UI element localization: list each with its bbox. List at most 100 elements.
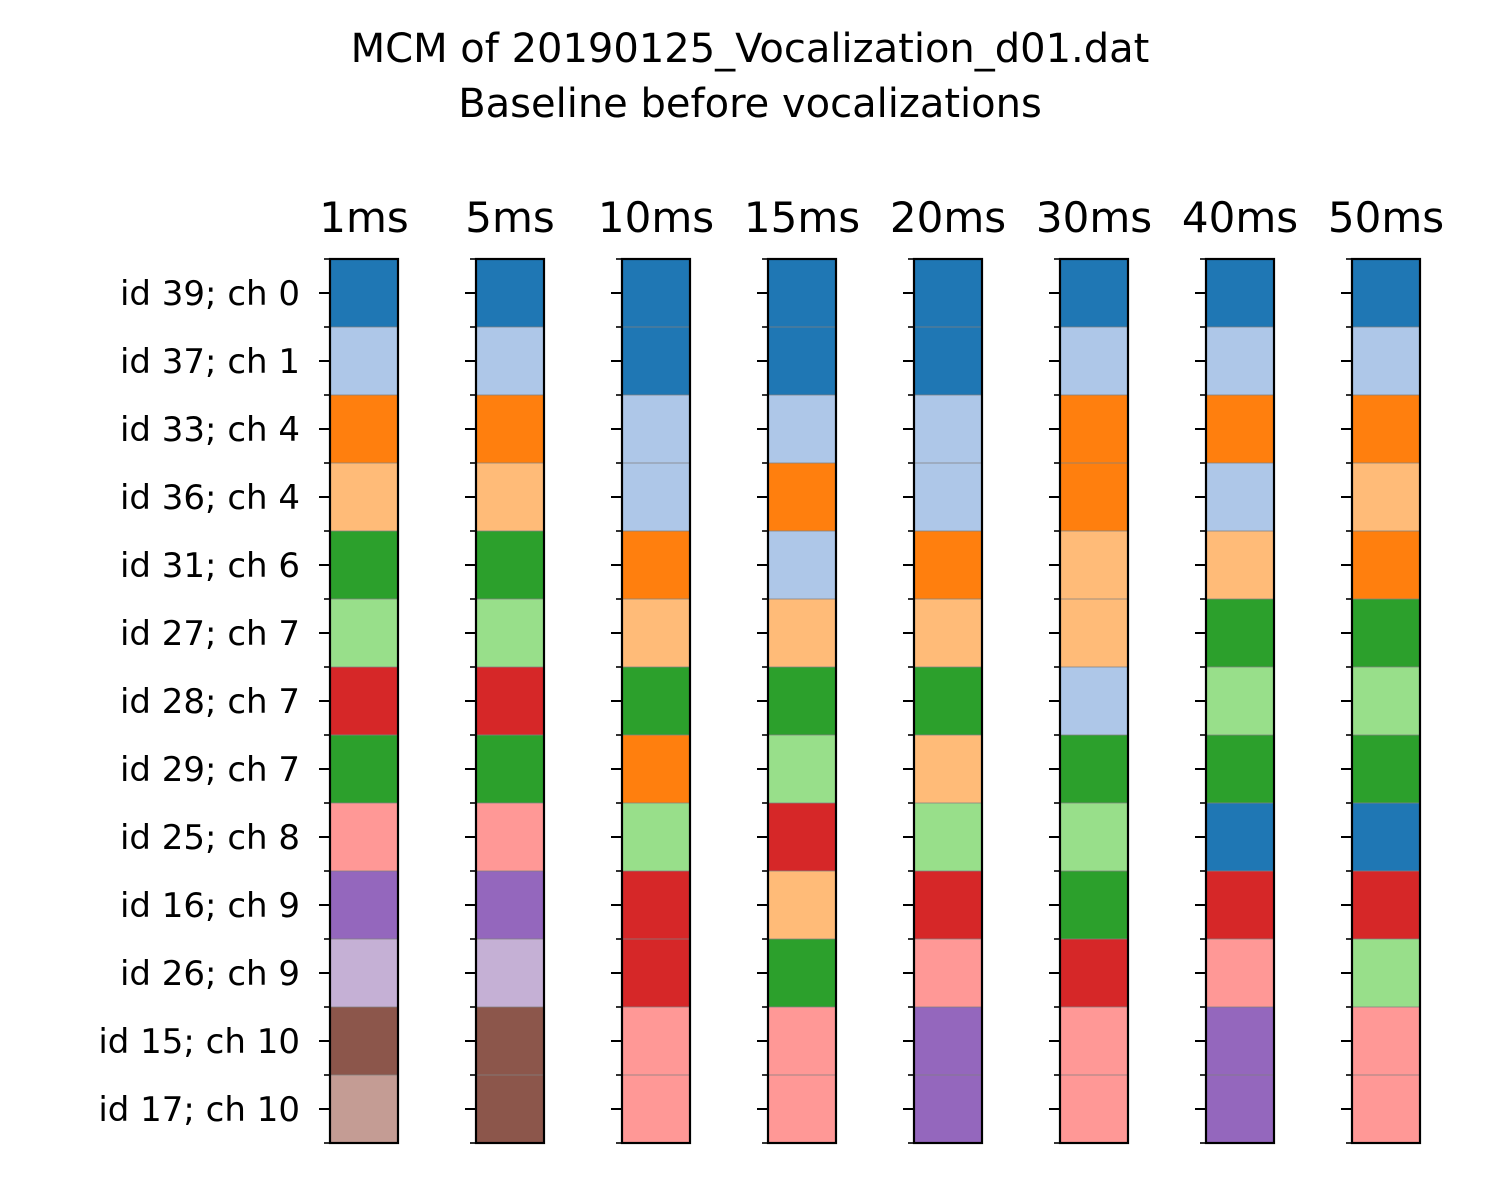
heatmap-cell (1352, 395, 1420, 463)
heatmap-cell (1206, 667, 1274, 735)
heatmap-cell (622, 259, 690, 327)
heatmap-cell (1352, 803, 1420, 871)
heatmap-cell (1352, 531, 1420, 599)
heatmap-cell (1060, 667, 1128, 735)
heatmap-cell (1352, 599, 1420, 667)
heatmap-cell (330, 803, 398, 871)
heatmap-cell (622, 1007, 690, 1075)
heatmap-column: 40ms (1182, 193, 1298, 1145)
heatmap-cell (1352, 1007, 1420, 1075)
heatmap-cell (768, 395, 836, 463)
chart-title-line-2: Baseline before vocalizations (458, 81, 1042, 127)
heatmap-cell (476, 463, 544, 531)
row-label: id 37; ch 1 (120, 342, 300, 382)
heatmap-cell (768, 327, 836, 395)
heatmap-cell (476, 259, 544, 327)
heatmap-cell (1206, 599, 1274, 667)
heatmap-cell (330, 667, 398, 735)
heatmap-cell (1206, 803, 1274, 871)
heatmap-cell (914, 599, 982, 667)
axis-frame (474, 257, 546, 1145)
row-labels: id 39; ch 0 id 37; ch 1 id 33; ch 4 id 36; … (98, 274, 300, 1130)
axis-frame (620, 257, 692, 1145)
chart-title-line-1: MCM of 20190125_Vocalization_d01.dat (351, 26, 1150, 72)
heatmap-cell (914, 667, 982, 735)
heatmap-cell (1060, 259, 1128, 327)
heatmap-cell (476, 939, 544, 1007)
heatmap-cell (914, 327, 982, 395)
heatmap-cell (1060, 599, 1128, 667)
row-label: id 39; ch 0 (120, 274, 300, 314)
heatmap-cell (768, 939, 836, 1007)
heatmap-cell (1206, 939, 1274, 1007)
row-label: id 36; ch 4 (120, 478, 300, 518)
heatmap-cell (1060, 395, 1128, 463)
column-title: 10ms (598, 193, 714, 242)
heatmap-cell (914, 1075, 982, 1143)
heatmap-column: 50ms (1328, 193, 1444, 1145)
column-title: 40ms (1182, 193, 1298, 242)
row-label: id 16; ch 9 (120, 886, 300, 926)
axis-frame (1350, 257, 1422, 1145)
heatmap-cell (1206, 395, 1274, 463)
heatmap-cell (768, 667, 836, 735)
heatmap-cell (330, 395, 398, 463)
heatmap-cell (1060, 1075, 1128, 1143)
heatmap-cell (1352, 939, 1420, 1007)
heatmap-cell (768, 871, 836, 939)
heatmap-cell (1206, 463, 1274, 531)
heatmap-cell (622, 463, 690, 531)
heatmap-column: 1ms (319, 193, 409, 1145)
heatmap-columns: 1ms 5ms 10ms 15ms 20ms 30ms 40ms 50ms (319, 193, 1444, 1145)
heatmap-cell (476, 599, 544, 667)
heatmap-cell (1060, 327, 1128, 395)
heatmap-cell (330, 259, 398, 327)
heatmap-cell (476, 531, 544, 599)
row-label: id 27; ch 7 (120, 614, 300, 654)
heatmap-cell (622, 395, 690, 463)
heatmap-cell (914, 463, 982, 531)
heatmap-cell (330, 531, 398, 599)
heatmap-cell (914, 531, 982, 599)
heatmap-cell (622, 1075, 690, 1143)
heatmap-cell (476, 395, 544, 463)
heatmap-cell (476, 1007, 544, 1075)
heatmap-cell (1352, 259, 1420, 327)
heatmap-cell (1206, 531, 1274, 599)
axis-frame (328, 257, 400, 1145)
heatmap-cell (622, 871, 690, 939)
column-title: 15ms (744, 193, 860, 242)
heatmap-cell (476, 1075, 544, 1143)
heatmap-cell (914, 259, 982, 327)
heatmap-cell (330, 939, 398, 1007)
heatmap-cell (1352, 735, 1420, 803)
heatmap-cell (622, 599, 690, 667)
heatmap-cell (768, 1075, 836, 1143)
heatmap-cell (914, 939, 982, 1007)
heatmap-cell (1352, 463, 1420, 531)
heatmap-cell (1060, 735, 1128, 803)
row-label: id 25; ch 8 (120, 818, 300, 858)
heatmap-cell (768, 599, 836, 667)
heatmap-cell (330, 1007, 398, 1075)
row-label: id 17; ch 10 (98, 1090, 300, 1130)
axis-frame (1058, 257, 1130, 1145)
heatmap-cell (330, 327, 398, 395)
heatmap-cell (914, 735, 982, 803)
heatmap-cell (1352, 667, 1420, 735)
heatmap-cell (768, 735, 836, 803)
heatmap-cell (768, 259, 836, 327)
column-title: 1ms (319, 193, 409, 242)
heatmap-cell (768, 1007, 836, 1075)
heatmap-cell (476, 327, 544, 395)
axis-frame (766, 257, 838, 1145)
heatmap-cell (1206, 1075, 1274, 1143)
heatmap-cell (1206, 1007, 1274, 1075)
row-label: id 29; ch 7 (120, 750, 300, 790)
heatmap-cell (1206, 259, 1274, 327)
heatmap-cell (330, 735, 398, 803)
heatmap-cell (622, 939, 690, 1007)
heatmap-cell (1060, 1007, 1128, 1075)
heatmap-cell (1206, 871, 1274, 939)
heatmap-cell (622, 803, 690, 871)
